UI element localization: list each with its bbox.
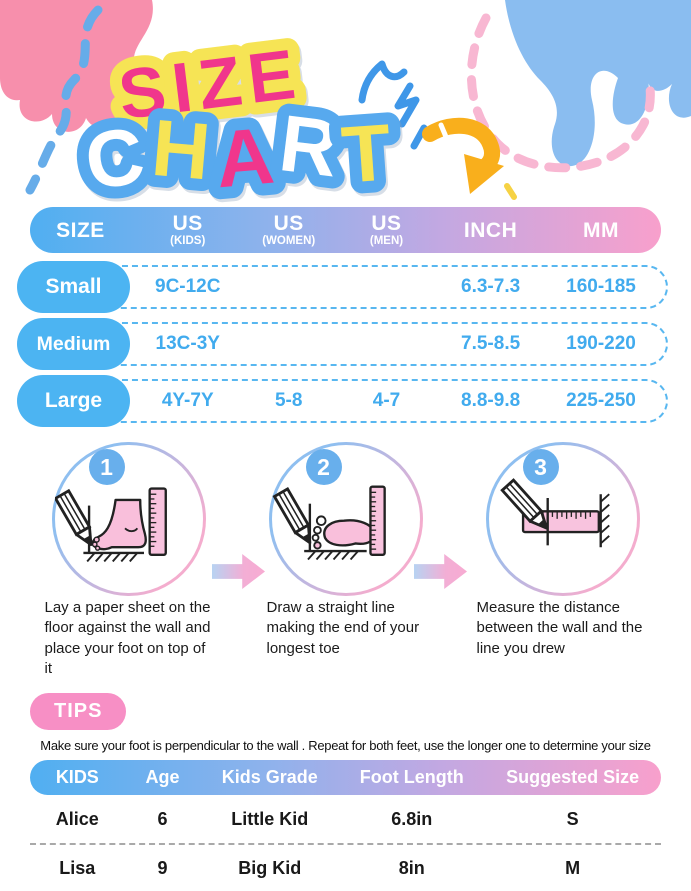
svg-text:H: H <box>148 103 213 197</box>
floor-hatching-icon <box>85 552 138 563</box>
row-divider <box>30 843 661 845</box>
step-circle-1: 1 <box>52 442 206 596</box>
kid-suggested-size: M <box>565 857 581 878</box>
kids-col-suggested-size: Suggested Size <box>506 767 640 787</box>
medium-mm: 190-220 <box>566 333 636 354</box>
kids-table-header: KIDS Age Kids Grade Foot Length Suggeste… <box>30 760 661 795</box>
pink-blob-decoration <box>0 0 153 132</box>
kid-foot-length: 6.8in <box>391 808 433 829</box>
step-2-illustration <box>272 485 386 561</box>
medium-inch: 7.5-8.5 <box>461 333 521 354</box>
kid-name: Lisa <box>59 857 96 878</box>
foot-icon <box>91 498 147 551</box>
wall-hatching-icon <box>599 493 610 548</box>
large-mm: 225-250 <box>566 390 636 411</box>
step-circle-3: 3 <box>486 442 640 596</box>
col-header-us-women: US (WOMEN) <box>262 211 316 247</box>
size-label-medium: Medium <box>17 318 130 370</box>
size-table-header: SIZE US (KIDS) US (WOMEN) US (MEN) INCH … <box>30 207 661 253</box>
step-circle-2: 2 <box>269 442 423 596</box>
large-us-men: 4-7 <box>372 390 401 411</box>
kid-name: Alice <box>55 808 99 829</box>
foot-sole-icon <box>311 515 376 550</box>
right-arrow-icon <box>414 554 467 589</box>
step-number-badge: 1 <box>88 449 125 485</box>
size-row-medium: 13C-3Y 7.5-8.5 190-220 Medium <box>17 318 668 370</box>
col-header-us-kids: US (KIDS) <box>170 211 206 247</box>
kids-col-kids: KIDS <box>55 767 99 787</box>
step-3-text: Measure the distance between the wall an… <box>476 599 643 657</box>
ruler-icon <box>368 485 386 556</box>
large-us-kids: 4Y-7Y <box>161 390 214 411</box>
svg-text:R: R <box>275 98 343 193</box>
kid-grade: Big Kid <box>238 857 302 878</box>
measurement-steps: 1 <box>0 440 691 593</box>
step-1-illustration <box>53 487 167 563</box>
size-row-large: 4Y-7Y 5-8 4-7 8.8-9.8 225-250 Large <box>17 375 668 427</box>
col-header-mm: MM <box>583 218 620 242</box>
kid-age: 9 <box>157 857 168 878</box>
col-header-size: SIZE <box>56 218 105 242</box>
size-label-large: Large <box>17 375 130 427</box>
blue-blob-decoration <box>505 0 691 167</box>
kids-col-age: Age <box>145 767 180 787</box>
step-3-illustration <box>500 478 610 548</box>
svg-text:T: T <box>339 107 394 199</box>
kids-col-grade: Kids Grade <box>221 767 318 787</box>
kid-foot-length: 8in <box>398 857 425 878</box>
size-row-small: 9C-12C 6.3-7.3 160-185 Small <box>17 261 668 313</box>
large-us-women: 5-8 <box>274 390 303 411</box>
kid-age: 6 <box>157 808 168 829</box>
step-number-badge: 2 <box>305 449 342 485</box>
ruler-icon <box>147 487 167 556</box>
emphasis-squiggle-icon <box>358 60 428 150</box>
svg-text:A: A <box>212 111 277 205</box>
pink-dashed-squiggle <box>466 13 655 173</box>
kid-grade: Little Kid <box>231 808 309 829</box>
small-mm: 160-185 <box>566 276 636 297</box>
floor-hatching-icon <box>306 550 359 561</box>
large-inch: 8.8-9.8 <box>461 390 521 411</box>
kids-row-alice: Alice 6 Little Kid 6.8in S <box>30 795 661 843</box>
tips-text: Make sure your foot is perpendicular to … <box>40 738 651 753</box>
step-instructions: Lay a paper sheet on the floor against t… <box>0 598 691 679</box>
pencil-icon <box>53 489 99 550</box>
right-arrow-icon <box>212 554 265 589</box>
size-label-small: Small <box>17 261 130 313</box>
step-1-text: Lay a paper sheet on the floor against t… <box>44 599 211 677</box>
kids-row-lisa: Lisa 9 Big Kid 8in M <box>30 845 661 891</box>
step-number-badge: 3 <box>522 449 559 485</box>
col-header-inch: INCH <box>463 218 518 242</box>
title-area: SIZE C H A R T <box>0 0 691 207</box>
col-header-us-men: US (MEN) <box>369 211 404 247</box>
tips-badge: TIPS <box>30 693 127 730</box>
small-us-kids: 9C-12C <box>155 276 221 297</box>
crayon-arrow-icon <box>422 117 517 200</box>
svg-text:C: C <box>80 110 150 206</box>
medium-us-kids: 13C-3Y <box>155 333 220 354</box>
step-2-text: Draw a straight line making the end of y… <box>266 599 420 657</box>
title-decorations: SIZE C H A R T <box>0 0 691 207</box>
kid-suggested-size: S <box>566 808 579 829</box>
small-inch: 6.3-7.3 <box>461 276 521 297</box>
kids-col-foot-length: Foot Length <box>359 767 464 787</box>
blue-dashed-squiggle <box>25 5 103 195</box>
title-word-chart: C H A R T <box>68 86 406 207</box>
